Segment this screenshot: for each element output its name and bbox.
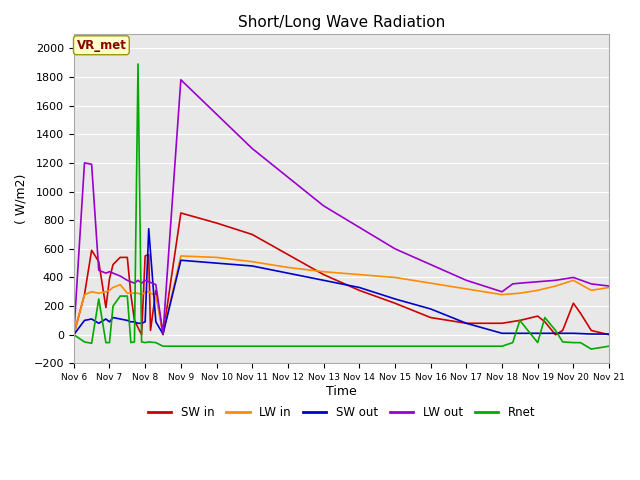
Title: Short/Long Wave Radiation: Short/Long Wave Radiation (238, 15, 445, 30)
X-axis label: Time: Time (326, 385, 356, 398)
Legend: SW in, LW in, SW out, LW out, Rnet: SW in, LW in, SW out, LW out, Rnet (143, 401, 540, 423)
Text: VR_met: VR_met (76, 39, 126, 52)
Y-axis label: ( W/m2): ( W/m2) (15, 173, 28, 224)
